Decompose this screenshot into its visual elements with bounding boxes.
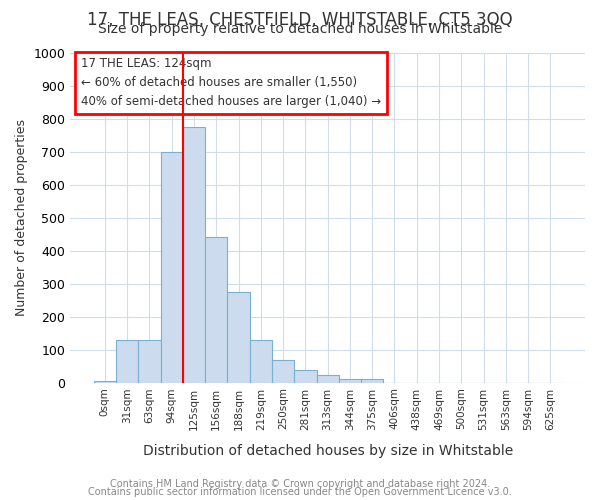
Bar bbox=[116, 340, 138, 382]
Bar bbox=[161, 152, 183, 382]
Bar bbox=[339, 378, 361, 382]
Bar bbox=[250, 340, 272, 382]
Y-axis label: Number of detached properties: Number of detached properties bbox=[15, 119, 28, 316]
Text: Contains HM Land Registry data © Crown copyright and database right 2024.: Contains HM Land Registry data © Crown c… bbox=[110, 479, 490, 489]
Bar bbox=[317, 376, 339, 382]
Text: Size of property relative to detached houses in Whitstable: Size of property relative to detached ho… bbox=[98, 22, 502, 36]
Text: 17 THE LEAS: 124sqm
← 60% of detached houses are smaller (1,550)
40% of semi-det: 17 THE LEAS: 124sqm ← 60% of detached ho… bbox=[80, 58, 381, 108]
Bar bbox=[94, 381, 116, 382]
X-axis label: Distribution of detached houses by size in Whitstable: Distribution of detached houses by size … bbox=[143, 444, 513, 458]
Bar bbox=[138, 340, 161, 382]
Bar bbox=[294, 370, 317, 382]
Bar bbox=[272, 360, 294, 382]
Bar bbox=[361, 378, 383, 382]
Text: 17, THE LEAS, CHESTFIELD, WHITSTABLE, CT5 3QQ: 17, THE LEAS, CHESTFIELD, WHITSTABLE, CT… bbox=[87, 11, 513, 29]
Bar bbox=[227, 292, 250, 382]
Text: Contains public sector information licensed under the Open Government Licence v3: Contains public sector information licen… bbox=[88, 487, 512, 497]
Bar bbox=[205, 238, 227, 382]
Bar bbox=[183, 127, 205, 382]
